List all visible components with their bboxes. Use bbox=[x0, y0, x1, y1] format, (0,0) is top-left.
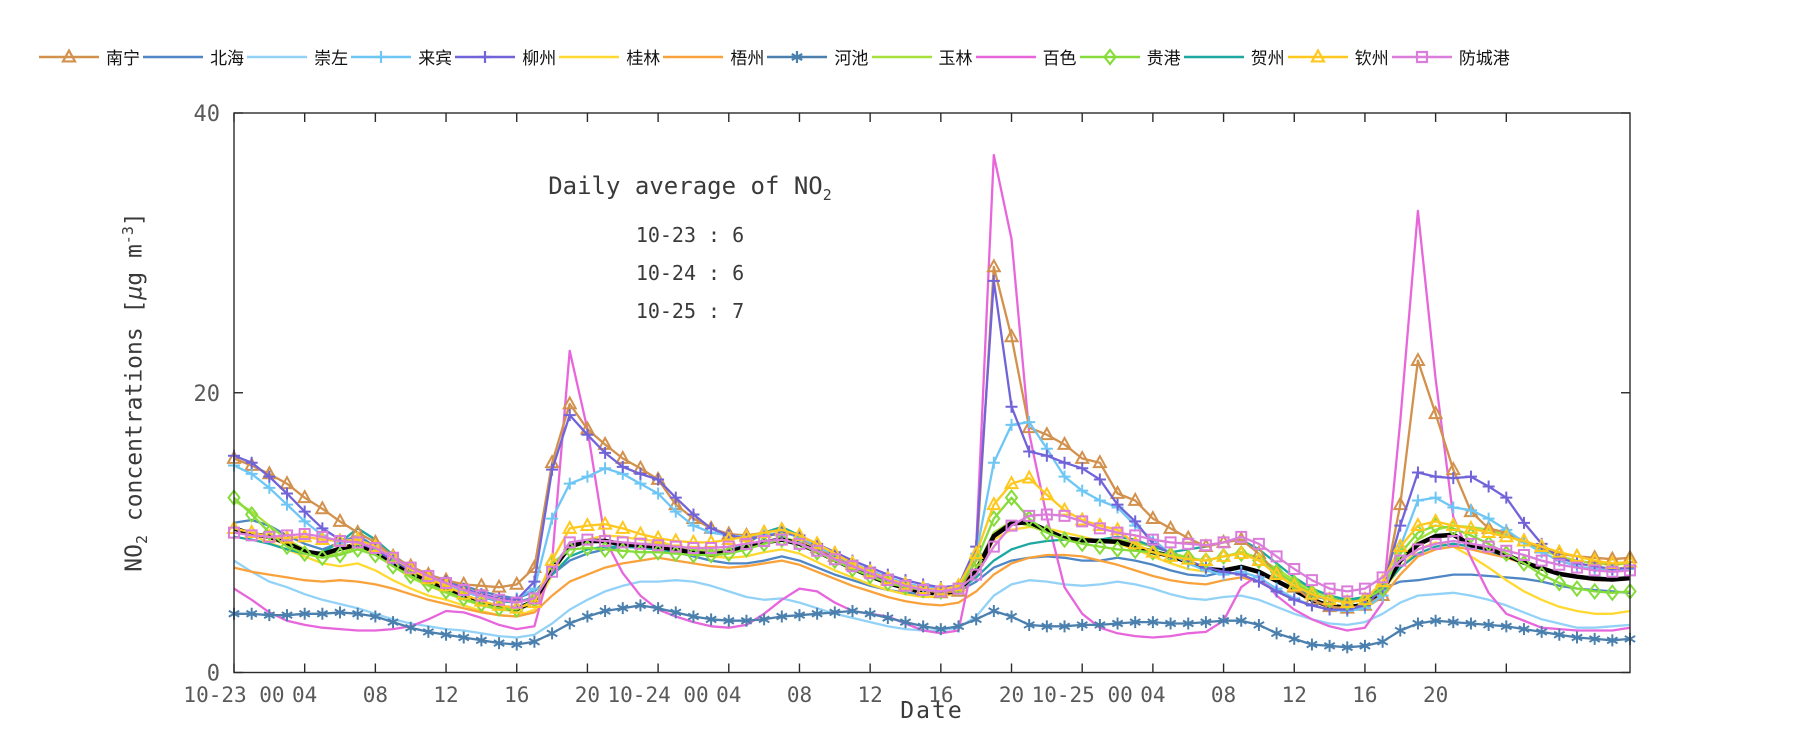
legend-item-nanning[interactable]: 南宁 bbox=[38, 44, 140, 69]
x-tick-label: 20 bbox=[999, 683, 1024, 707]
legend-swatch-plus-icon bbox=[351, 50, 412, 63]
legend-label: 贵港 bbox=[1146, 49, 1181, 69]
series-line-chongzuo bbox=[233, 559, 1631, 639]
legend-item-beihai[interactable]: 北海 bbox=[142, 44, 244, 69]
legend-item-yulin[interactable]: 玉林 bbox=[871, 44, 973, 69]
x-tick-label: 16 bbox=[928, 683, 953, 707]
annotation-row: 10-24 : 6 bbox=[635, 260, 745, 285]
legend-item-chongzuo[interactable]: 崇左 bbox=[246, 44, 348, 69]
y-axis-title: NO2 concentrations [µg m-3] bbox=[118, 212, 152, 572]
x-tick-label: 16 bbox=[1352, 683, 1377, 707]
y-tick-label: 20 bbox=[194, 382, 221, 407]
legend-swatch-triangle-icon bbox=[1287, 47, 1348, 63]
x-tick-label: 04 bbox=[292, 683, 317, 707]
legend-swatch-diamond-icon bbox=[1079, 47, 1140, 66]
legend-label: 贺州 bbox=[1250, 49, 1285, 69]
x-tick-label: 08 bbox=[363, 683, 388, 707]
legend: 南宁 北海 崇左 来宾 柳州 桂林 梧州 河池 玉林 百色 贵港 贺州 钦州 防城港 bbox=[38, 44, 1510, 69]
x-axis-title: Date bbox=[900, 698, 964, 724]
legend-swatch-none-icon bbox=[871, 55, 932, 58]
legend-swatch-square-icon bbox=[1391, 50, 1452, 63]
x-tick-label: 10-25 00 bbox=[1032, 683, 1133, 707]
series-line-liuzhou bbox=[233, 279, 1631, 611]
series-line-wuzhou bbox=[233, 545, 1631, 618]
x-tick-label: 12 bbox=[858, 683, 883, 707]
annotation-row: 10-23 : 6 bbox=[635, 222, 745, 247]
x-tick-label: 12 bbox=[1282, 683, 1307, 707]
annotation-title: Daily average of NO2 bbox=[548, 172, 832, 204]
legend-label: 北海 bbox=[210, 49, 245, 69]
x-tick-label: 16 bbox=[504, 683, 529, 707]
x-tick-label: 20 bbox=[1423, 683, 1448, 707]
legend-swatch-none-icon bbox=[975, 55, 1036, 58]
legend-item-hechi[interactable]: 河池 bbox=[766, 44, 868, 69]
legend-swatch-none-icon bbox=[247, 55, 308, 58]
series-line-baise bbox=[233, 153, 1631, 639]
legend-label: 柳州 bbox=[522, 49, 557, 69]
legend-item-baise[interactable]: 百色 bbox=[975, 44, 1077, 69]
legend-swatch-asterisk-icon bbox=[767, 50, 828, 63]
annotation-daily-average: Daily average of NO2 10-23 : 6 10-24 : 6… bbox=[495, 172, 885, 330]
legend-swatch-none-icon bbox=[143, 55, 204, 58]
x-tick-label: 04 bbox=[716, 683, 741, 707]
legend-label: 玉林 bbox=[938, 49, 973, 69]
series-line-nanning bbox=[233, 265, 1631, 610]
series-markers-liuzhou bbox=[228, 274, 1636, 616]
legend-item-liuzhou[interactable]: 柳州 bbox=[454, 44, 556, 69]
legend-label: 百色 bbox=[1042, 49, 1077, 69]
legend-label: 河池 bbox=[834, 49, 869, 69]
legend-label: 南宁 bbox=[106, 49, 140, 69]
legend-swatch-triangle-icon bbox=[39, 47, 99, 63]
legend-swatch-plus-icon bbox=[455, 50, 516, 63]
series-markers-nanning bbox=[226, 258, 1638, 614]
legend-label: 钦州 bbox=[1354, 49, 1389, 69]
legend-label: 梧州 bbox=[730, 49, 765, 69]
legend-item-laibin[interactable]: 来宾 bbox=[350, 44, 452, 69]
x-tick-label: 12 bbox=[433, 683, 458, 707]
legend-swatch-none-icon bbox=[559, 55, 620, 58]
legend-swatch-none-icon bbox=[1183, 55, 1244, 58]
legend-swatch-none-icon bbox=[663, 55, 724, 58]
annotation-row: 10-25 : 7 bbox=[635, 298, 745, 323]
series-line-fangchenggang bbox=[233, 513, 1631, 604]
series-markers-fangchenggang bbox=[228, 508, 1636, 609]
legend-item-wuzhou[interactable]: 梧州 bbox=[662, 44, 764, 69]
x-tick-label: 20 bbox=[575, 683, 600, 707]
x-tick-label: 04 bbox=[1140, 683, 1165, 707]
y-tick-label: 0 bbox=[207, 662, 220, 687]
legend-label: 来宾 bbox=[418, 49, 453, 69]
x-tick-label: 10-24 00 bbox=[608, 683, 709, 707]
x-tick-label: 10-23 00 bbox=[183, 683, 284, 707]
legend-item-fangchenggang[interactable]: 防城港 bbox=[1391, 44, 1510, 69]
legend-label: 崇左 bbox=[314, 49, 349, 69]
legend-item-guilin[interactable]: 桂林 bbox=[558, 44, 660, 69]
legend-item-qinzhou[interactable]: 钦州 bbox=[1287, 44, 1389, 69]
legend-label: 防城港 bbox=[1458, 49, 1510, 69]
x-tick-label: 08 bbox=[1211, 683, 1236, 707]
legend-item-guigang[interactable]: 贵港 bbox=[1079, 44, 1181, 69]
y-tick-label: 40 bbox=[194, 102, 221, 127]
x-tick-label: 08 bbox=[787, 683, 812, 707]
legend-label: 桂林 bbox=[626, 49, 661, 69]
series-markers-hechi bbox=[228, 599, 1636, 654]
legend-item-hezhou[interactable]: 贺州 bbox=[1183, 44, 1285, 69]
